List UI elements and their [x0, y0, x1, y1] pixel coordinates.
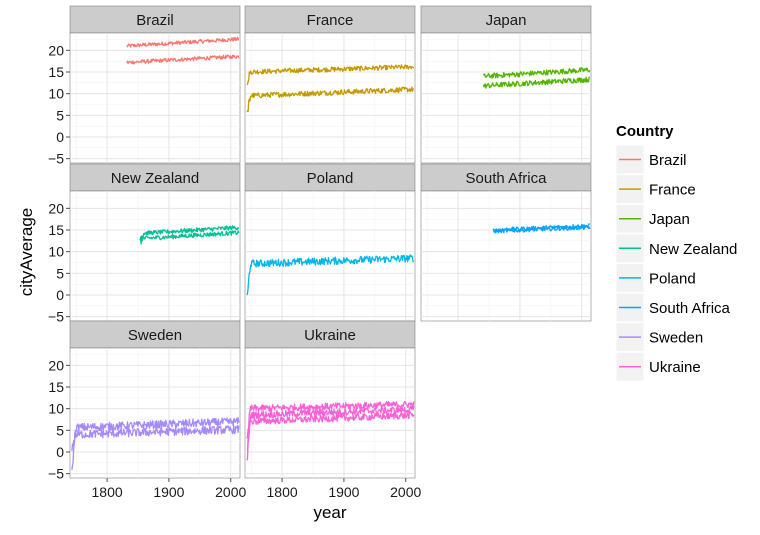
facet-label-poland: Poland	[307, 170, 354, 187]
legend-label-sweden: Sweden	[649, 330, 703, 347]
facet-label-ukraine: Ukraine	[304, 327, 356, 344]
facet-strip-france	[244, 5, 416, 34]
facet-label-south-africa: South Africa	[466, 170, 548, 187]
x-tick-label: 1800	[267, 484, 298, 500]
y-tick-label: 5	[56, 422, 64, 438]
y-tick-label: 15	[48, 222, 64, 238]
series-line-japan-1	[482, 67, 591, 79]
facet-strip-japan	[420, 5, 592, 34]
legend-label-ukraine: Ukraine	[649, 359, 701, 376]
legend-title: Country	[616, 123, 674, 140]
panel-background-france	[244, 32, 416, 164]
facet-strip-sweden	[69, 320, 241, 349]
y-tick-label: 10	[48, 244, 64, 260]
y-tick-label: 15	[48, 379, 64, 395]
y-tick-label: −5	[48, 151, 64, 167]
facet-strip-south-africa	[420, 163, 592, 192]
series-line-japan-2	[482, 76, 591, 89]
y-tick-label: 20	[48, 200, 64, 216]
panel-background-brazil	[69, 32, 241, 164]
legend-label-south-africa: South Africa	[649, 300, 731, 317]
y-axis-title: cityAverage	[17, 208, 36, 297]
y-tick-label: 5	[56, 265, 64, 281]
series-line-brazil-1	[126, 36, 240, 48]
series-line-south-africa-2	[492, 225, 591, 234]
series-line-ukraine-1	[246, 400, 415, 439]
legend-label-poland: Poland	[649, 270, 696, 287]
facet-label-france: France	[307, 12, 354, 29]
series-line-poland-1	[246, 254, 414, 296]
facet-strip-poland	[244, 163, 416, 192]
series-line-sweden-1	[71, 417, 240, 470]
panel-background-south-africa	[420, 190, 592, 322]
x-tick-label: 2000	[215, 484, 246, 500]
facet-label-new-zealand: New Zealand	[111, 170, 199, 187]
y-tick-label: −5	[48, 466, 64, 482]
series-line-new-zealand-1	[139, 225, 240, 241]
series-line-sweden-2	[71, 424, 240, 451]
x-tick-label: 1900	[153, 484, 184, 500]
series-line-ukraine-2	[246, 405, 415, 461]
series-line-france-1	[246, 64, 415, 86]
panel-background-poland	[244, 190, 416, 322]
y-tick-label: 20	[48, 357, 64, 373]
facet-strip-brazil	[69, 5, 241, 34]
y-tick-label: 10	[48, 401, 64, 417]
y-tick-label: 10	[48, 86, 64, 102]
y-tick-label: 15	[48, 64, 64, 80]
x-tick-label: 1900	[328, 484, 359, 500]
panel-background-new-zealand	[69, 190, 241, 322]
legend-label-france: France	[649, 182, 696, 199]
panel-background-sweden	[69, 347, 241, 479]
series-line-brazil-2	[126, 54, 240, 65]
y-tick-label: 20	[48, 42, 64, 58]
y-tick-label: 0	[56, 287, 64, 303]
legend-label-japan: Japan	[649, 211, 690, 228]
legend-label-new-zealand: New Zealand	[649, 241, 737, 258]
facet-label-sweden: Sweden	[128, 327, 182, 344]
panel-background-japan	[420, 32, 592, 164]
y-tick-label: 5	[56, 107, 64, 123]
y-tick-label: −5	[48, 309, 64, 325]
legend-label-brazil: Brazil	[649, 152, 687, 169]
series-line-new-zealand-2	[139, 230, 240, 245]
facet-label-brazil: Brazil	[136, 12, 174, 29]
series-line-ukraine-3	[246, 411, 415, 451]
y-tick-label: 0	[56, 444, 64, 460]
series-line-france-2	[246, 86, 415, 113]
x-axis-title: year	[313, 503, 346, 522]
facet-label-japan: Japan	[486, 12, 527, 29]
y-tick-label: 0	[56, 129, 64, 145]
x-tick-label: 1800	[92, 484, 123, 500]
x-tick-label: 2000	[390, 484, 421, 500]
